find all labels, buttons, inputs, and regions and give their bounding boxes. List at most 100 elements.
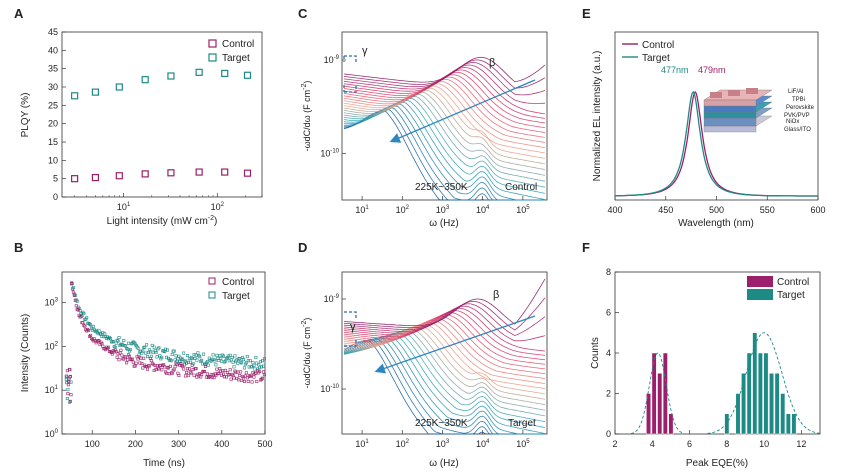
admittance-curve [343, 79, 546, 138]
admittance-curve [343, 103, 545, 201]
panel-d-ticks: 101 102 103 104 105 10-9 10-10 [320, 294, 530, 449]
panel-b-xtick-label: 500 [257, 439, 272, 449]
panel-b-point [198, 355, 202, 359]
panel-b-point [238, 374, 242, 378]
panel-a-point-control [195, 168, 203, 176]
panel-b-point [157, 346, 161, 350]
panel-f-ytick-label: 8 [606, 267, 611, 277]
panel-b-point [164, 347, 168, 351]
panel-f-bar-target [752, 332, 758, 435]
panel-f-bar-target [746, 352, 752, 435]
panel-e-curve-target [615, 90, 818, 197]
panel-b-point [254, 371, 258, 375]
panel-b-point [83, 324, 87, 328]
panel-a-ytick-label: 5 [53, 174, 58, 184]
panel-f-bar-control [668, 413, 674, 435]
panel-b-point [215, 353, 219, 357]
panel-b-point [233, 354, 237, 358]
panel-b-point [230, 355, 234, 359]
admittance-curve [343, 85, 546, 154]
panel-b-point [200, 373, 204, 377]
panel-a-xtick-label: 102 [211, 202, 225, 212]
panel-a-ytick-label: 15 [48, 137, 58, 147]
panel-f-xtick-label: 10 [759, 439, 769, 449]
panel-b-point [114, 341, 118, 345]
admittance-curve [343, 83, 546, 149]
panel-b-point [116, 339, 120, 343]
panel-b-point [85, 316, 89, 320]
panel-f-bar-target [769, 373, 775, 435]
panel-x-tick-label: 105 [516, 205, 530, 215]
legend-target-marker [208, 53, 217, 62]
panel-a-ylabel: PLQY (%) [20, 93, 31, 138]
legend-f-control-swatch [747, 276, 773, 287]
panel-b-point [160, 355, 164, 359]
panel-x-tick-label: 101 [355, 205, 369, 215]
panel-b-frame [61, 271, 266, 435]
panel-b-point [211, 373, 215, 377]
panel-b-point [182, 367, 186, 371]
panel-b-point [186, 374, 190, 378]
panel-b-xtick-label: 200 [128, 439, 143, 449]
admittance-curve [343, 320, 546, 379]
panel-b-point [102, 335, 106, 339]
admittance-curve [343, 81, 546, 143]
admittance-curve [343, 90, 546, 165]
panel-b-point [169, 359, 173, 363]
panel-d-trend-arrow [374, 315, 536, 374]
panel-b-point [203, 370, 207, 374]
layer-tpbi: TPBi [792, 97, 805, 103]
legend-b-target-label: Target [222, 291, 250, 302]
panel-b-point [227, 373, 231, 377]
panel-f-fits [630, 332, 821, 434]
panel-y-tick-label: 10-9 [324, 55, 340, 65]
panel-b-point [190, 357, 194, 361]
panel-b-point [75, 299, 79, 303]
panel-b-point [211, 353, 215, 357]
panel-b-point [222, 375, 226, 379]
panel-a-point-target [221, 69, 229, 78]
panel-b-point [188, 360, 192, 364]
panel-a-point-control [115, 172, 123, 180]
panel-b-trpl-chart: 100 101 102 103 100 200 300 400 500 Intensity (… [20, 271, 273, 469]
panel-b-point [67, 367, 71, 371]
panel-d-gamma-label: γ [350, 321, 356, 333]
panel-b-point [260, 376, 264, 380]
panel-b-point [184, 361, 188, 365]
panel-b-point [213, 359, 217, 363]
panel-b-point [134, 361, 138, 365]
panel-b-point [217, 371, 221, 375]
panel-b-point [232, 376, 236, 380]
panel-b-point [166, 366, 170, 370]
panel-b-point [253, 367, 257, 371]
panel-b-point [242, 366, 246, 370]
panel-label-c: C [298, 6, 308, 21]
panel-b-point [165, 348, 169, 352]
panel-b-point [222, 354, 226, 358]
panel-b-point [138, 361, 142, 365]
admittance-curve [343, 297, 546, 331]
panel-b-point [240, 378, 244, 382]
panel-b-point [163, 365, 167, 369]
panel-b-point [182, 351, 186, 355]
legend-control-label: Control [222, 39, 254, 50]
panel-b-point [119, 348, 123, 352]
panel-b-point [107, 345, 111, 349]
panel-b-point [243, 374, 247, 378]
panel-b-point [117, 336, 121, 340]
panel-b-point [167, 372, 171, 376]
panel-b-point [113, 345, 117, 349]
layer-lifal: LiF/Al [788, 89, 803, 95]
panel-a-xlabel: Light intensity (mW cm-2) [107, 215, 218, 227]
admittance-curve [343, 278, 546, 326]
panel-c-ylabel: -ωdC/dω (F cm-2) [301, 81, 312, 152]
panel-a-y-ticks: 0 5 10 15 20 25 30 35 40 45 [48, 27, 66, 202]
panel-c-gamma-label: γ [362, 45, 368, 57]
panel-x-tick-label: 105 [516, 439, 530, 449]
panel-b-point [237, 378, 241, 382]
panel-c-temperature: 225K~350K [415, 182, 468, 193]
panel-b-point [185, 354, 189, 358]
